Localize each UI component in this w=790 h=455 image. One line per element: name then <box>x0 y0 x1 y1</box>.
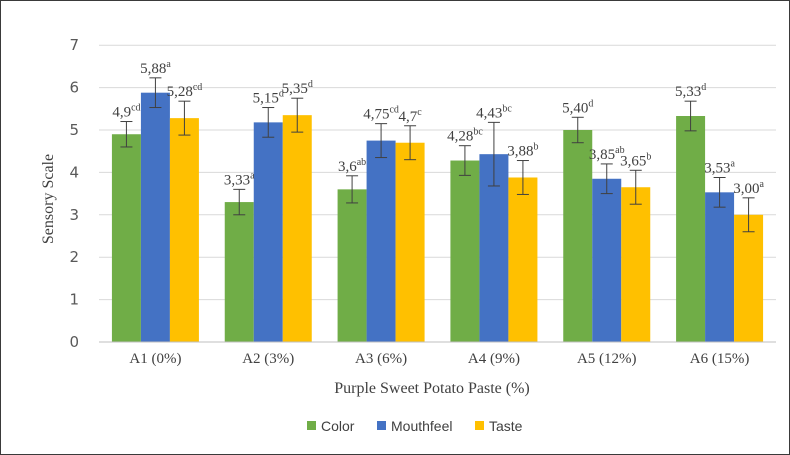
bar-mouthfeel <box>253 122 283 342</box>
bar-taste <box>508 177 538 342</box>
bars <box>111 92 764 343</box>
bar-taste <box>169 118 199 343</box>
error-bar <box>404 125 417 161</box>
data-label: 3,6ab <box>338 157 366 175</box>
gridlines <box>99 44 776 301</box>
error-bar <box>120 121 133 148</box>
error-bar <box>178 100 191 136</box>
y-tick-label: 7 <box>69 36 79 54</box>
error-bar <box>458 145 471 176</box>
error-bar <box>684 100 697 132</box>
legend-label: Mouthfeel <box>391 418 452 434</box>
error-bar <box>262 107 275 138</box>
bar-taste <box>621 187 651 342</box>
y-tick-label: 1 <box>69 291 79 309</box>
data-label: 5,28cd <box>167 82 203 100</box>
legend-label: Taste <box>489 418 523 434</box>
data-label: 4,9cd <box>112 103 140 121</box>
data-label: 4,28bc <box>447 127 483 145</box>
x-tick-label: A2 (3%) <box>242 351 294 367</box>
y-tick-label: 6 <box>69 79 79 97</box>
y-tick-label: 4 <box>69 163 79 181</box>
error-bar <box>713 176 726 208</box>
y-axis-title: Sensory Scale <box>40 154 57 244</box>
x-tick-label: A3 (6%) <box>355 351 407 367</box>
bar-taste <box>395 142 425 342</box>
legend-item-color: Color <box>307 418 355 434</box>
bar-color <box>224 202 254 342</box>
data-label: 3,85ab <box>589 145 625 163</box>
legend-swatch <box>307 421 316 430</box>
data-label: 3,65b <box>620 151 651 169</box>
x-tick-label: A4 (9%) <box>468 351 520 367</box>
error-bar <box>742 197 755 233</box>
y-tick-label: 0 <box>69 333 79 351</box>
x-tick-label: A6 (15%) <box>690 351 750 367</box>
y-tick-label: 3 <box>69 206 79 224</box>
y-tick-label: 5 <box>69 121 79 139</box>
bar-color <box>111 134 141 342</box>
bar-color <box>563 130 593 342</box>
bar-mouthfeel <box>366 140 396 342</box>
x-tick-label: A5 (12%) <box>577 351 637 367</box>
legend: Color Mouthfeel Taste <box>307 418 523 434</box>
error-bar <box>375 123 388 159</box>
x-tick-label: A1 (0%) <box>129 351 181 367</box>
data-label: 3,00a <box>733 179 764 197</box>
bar-mouthfeel <box>140 92 170 342</box>
data-label: 5,33d <box>675 82 706 100</box>
y-tick-label: 2 <box>69 248 79 266</box>
data-label: 5,40d <box>562 98 593 116</box>
error-bar <box>233 188 246 216</box>
data-label: 3,53a <box>704 158 735 176</box>
legend-item-taste: Taste <box>475 418 523 434</box>
legend-swatch <box>377 421 386 430</box>
data-label: 4,43bc <box>476 103 512 121</box>
error-bars <box>120 77 755 233</box>
x-axis-categories: A1 (0%) A2 (3%) A3 (6%) A4 (9%) A5 (12%) A6 (… <box>129 351 749 367</box>
bar-color <box>337 189 367 342</box>
error-bar <box>149 77 162 109</box>
bar-taste <box>282 115 312 342</box>
error-bar <box>600 163 613 195</box>
error-bar <box>571 116 584 144</box>
data-label: 4,7c <box>398 107 422 125</box>
bar-taste <box>734 214 764 342</box>
data-label: 5,35d <box>282 79 313 97</box>
bar-color <box>676 116 706 343</box>
error-bar <box>291 97 304 133</box>
bar-mouthfeel <box>705 192 735 342</box>
y-axis-ticks: 0 1 2 3 4 5 6 7 <box>69 36 79 351</box>
legend-label: Color <box>321 418 355 434</box>
data-label: 5,15d <box>253 89 284 107</box>
error-bar <box>629 169 642 205</box>
bar-mouthfeel <box>592 178 622 342</box>
data-label: 4,75cd <box>363 105 399 123</box>
data-label: 3,33a <box>224 170 255 188</box>
error-bar <box>346 175 359 204</box>
legend-swatch <box>475 421 484 430</box>
legend-item-mouthfeel: Mouthfeel <box>377 418 452 434</box>
error-bar <box>516 160 529 195</box>
data-label: 5,88a <box>140 59 171 77</box>
error-bar <box>487 121 500 187</box>
data-label: 3,88b <box>507 142 538 160</box>
x-axis-title: Purple Sweet Potato Paste (%) <box>334 380 530 397</box>
bar-color <box>450 160 480 342</box>
